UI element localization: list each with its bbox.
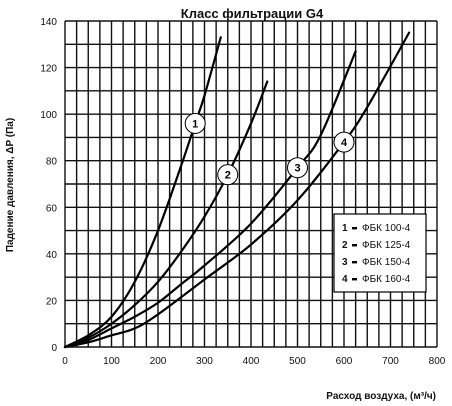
y-tick-label: 60 [46, 203, 58, 214]
y-tick-label: 0 [51, 343, 57, 354]
legend-label: ФБК 160-4 [362, 274, 411, 285]
tick-labels: 0 100 200 300 400 500 600 700 800 0 20 40 60 80 100 120… [40, 17, 445, 367]
x-tick-label: 400 [243, 356, 260, 367]
y-tick-label: 120 [40, 64, 57, 75]
legend-dash [352, 244, 357, 247]
legend-label: ФБК 100-4 [362, 223, 411, 234]
series-marker-label-3: 3 [294, 163, 300, 175]
x-tick-label: 500 [289, 356, 306, 367]
series-marker-label-4: 4 [341, 137, 348, 149]
y-tick-label: 140 [40, 17, 57, 28]
x-tick-label: 600 [336, 356, 353, 367]
x-tick-label: 300 [196, 356, 213, 367]
grid [64, 20, 438, 348]
series-marker-1 [184, 112, 206, 134]
legend-label: ФБК 150-4 [362, 257, 411, 268]
legend-number: 1 [342, 223, 348, 234]
x-axis-label: Расход воздуха, (м³/ч) [326, 391, 436, 402]
legend-dash [352, 261, 357, 264]
series-marker-label-1: 1 [192, 118, 198, 130]
y-tick-label: 80 [46, 157, 58, 168]
series-line-2 [63, 80, 269, 349]
y-tick-label: 40 [46, 250, 58, 261]
series-line-3 [63, 50, 357, 349]
series-marker-label-2: 2 [225, 170, 231, 182]
x-tick-label: 200 [150, 356, 167, 367]
x-tick-label: 0 [62, 356, 68, 367]
y-axis-label: Падение давления, ΔP (Па) [5, 118, 16, 252]
series-marker-4 [333, 131, 355, 153]
y-tick-label: 100 [40, 110, 57, 121]
legend-number: 4 [342, 274, 348, 285]
x-tick-label: 100 [103, 356, 120, 367]
series-marker-2 [217, 164, 239, 186]
series-marker-3 [287, 157, 308, 179]
series-markers: 1 2 3 4 [184, 112, 355, 186]
legend: 1 ФБК 100-4 2 ФБК 125-4 3 ФБК 150-4 4 ФБК 160-4 [333, 213, 427, 293]
legend-dash [352, 278, 357, 281]
legend-box [333, 213, 427, 293]
legend-number: 2 [342, 240, 348, 251]
legend-label: ФБК 125-4 [362, 240, 411, 251]
series-line-1 [63, 36, 222, 349]
chart-title: Класс фильтрации G4 [181, 6, 324, 21]
series-line-4 [63, 31, 411, 349]
y-tick-label: 20 [46, 296, 58, 307]
legend-number: 3 [342, 257, 348, 268]
x-tick-label: 800 [429, 356, 446, 367]
x-tick-label: 700 [382, 356, 399, 367]
series-lines [63, 31, 411, 349]
legend-dash [352, 227, 357, 230]
